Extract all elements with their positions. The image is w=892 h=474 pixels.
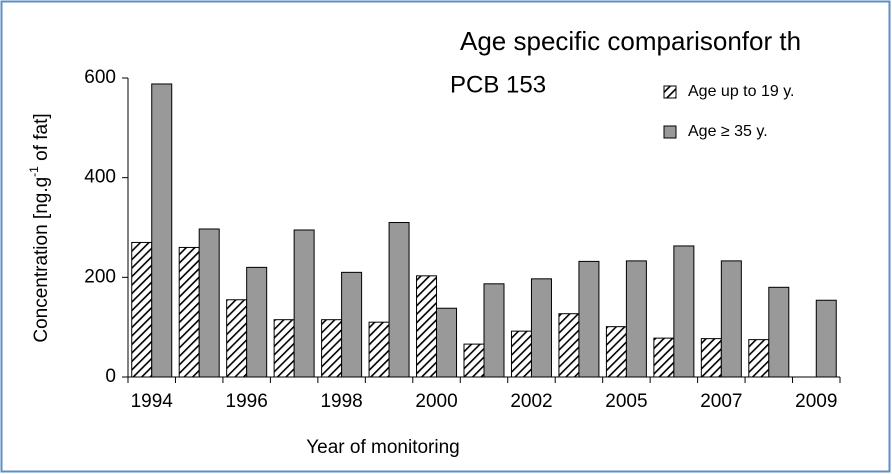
- bar: [558, 313, 580, 378]
- bar: [463, 343, 485, 378]
- x-tick-label: 1996: [226, 391, 268, 412]
- bar: [341, 271, 363, 378]
- bar: [436, 307, 458, 378]
- bar: [178, 246, 200, 378]
- bar: [246, 266, 268, 378]
- bar: [131, 241, 153, 378]
- bar: [815, 299, 837, 378]
- legend-swatch: [663, 125, 677, 139]
- x-tick-label: 2002: [510, 391, 552, 412]
- y-tick-label: 200: [84, 266, 116, 287]
- legend-swatch: [663, 85, 677, 99]
- bar: [198, 228, 220, 378]
- bar: [273, 319, 295, 378]
- y-axis-title-suffix: of fat]: [31, 113, 52, 166]
- bar: [653, 337, 675, 378]
- y-axis-title: Concentration [ng.g-1 of fat]: [27, 113, 52, 342]
- x-tick-label: 2000: [415, 391, 457, 412]
- x-tick-label: 1994: [131, 391, 174, 412]
- legend-label: Age ≥ 35 y.: [688, 123, 768, 140]
- legend-label: Age up to 19 y.: [688, 83, 794, 100]
- x-tick-label: 1998: [320, 391, 362, 412]
- bar: [510, 330, 532, 378]
- bar: [151, 83, 173, 378]
- bar: [293, 229, 315, 378]
- bar: [578, 260, 600, 378]
- y-tick-label: 0: [105, 366, 116, 387]
- chart-subtitle: PCB 153: [450, 71, 546, 98]
- bar: [748, 339, 770, 378]
- chart-title: Age specific comparisonfor th: [460, 26, 801, 56]
- x-tick-label: 2005: [605, 391, 647, 412]
- bar: [388, 222, 410, 378]
- bar: [720, 260, 742, 378]
- bar: [768, 286, 790, 378]
- bar: [416, 275, 438, 378]
- x-tick-label: 2007: [700, 391, 742, 412]
- bar: [673, 245, 695, 378]
- bar: [226, 299, 248, 378]
- bar: [625, 260, 647, 378]
- bar: [530, 278, 552, 378]
- y-tick-label: 400: [84, 167, 116, 188]
- bar: [605, 326, 627, 378]
- bar: [483, 283, 505, 378]
- bar: [368, 321, 390, 378]
- x-tick-label: 2009: [795, 391, 837, 412]
- x-axis-title: Year of monitoring: [306, 437, 460, 458]
- bar: [700, 338, 722, 378]
- bar: [321, 319, 343, 378]
- y-axis-title-superscript: -1: [27, 166, 41, 177]
- y-tick-label: 600: [84, 67, 116, 88]
- y-axis-title-text: Concentration [ng.g: [31, 177, 52, 343]
